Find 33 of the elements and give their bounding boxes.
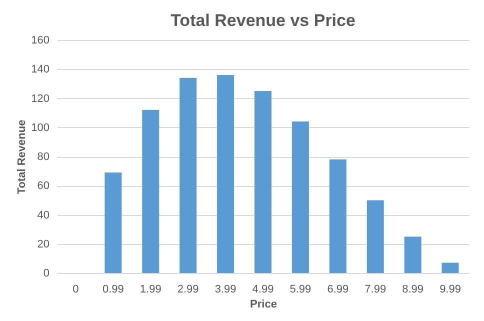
bar — [180, 78, 197, 273]
y-tick-label: 60 — [37, 180, 50, 192]
x-tick-label: 9.99 — [440, 284, 461, 296]
y-tick-label: 100 — [31, 122, 50, 134]
y-tick-label: 160 — [31, 34, 50, 46]
x-tick-label: 0 — [72, 284, 79, 296]
bar — [217, 74, 234, 273]
bar — [104, 172, 122, 273]
x-tick-label: 6.99 — [327, 284, 349, 296]
y-tick-label: 20 — [37, 238, 50, 250]
y-tick-label: 40 — [37, 209, 50, 222]
bar — [292, 122, 309, 273]
bar — [366, 200, 384, 273]
x-tick-label: 2.99 — [177, 284, 199, 296]
y-axis-title: Total Revenue — [16, 120, 28, 194]
y-tick-label: 140 — [31, 64, 50, 76]
y-tick-label: 80 — [37, 151, 50, 163]
bar — [329, 159, 346, 273]
x-tick-label: 8.99 — [402, 284, 424, 296]
x-tick-label: 7.99 — [364, 284, 386, 296]
bar — [404, 236, 422, 273]
x-tick-label: 3.99 — [214, 284, 236, 296]
y-tick-label: 0 — [43, 268, 50, 280]
bar — [254, 90, 272, 273]
chart-title: Total Revenue vs Price — [170, 11, 356, 30]
bar — [442, 262, 459, 273]
x-tick-label: 1.99 — [140, 284, 162, 296]
bar — [142, 110, 160, 273]
x-tick-label: 5.99 — [290, 284, 312, 296]
x-tick-label: 4.99 — [252, 284, 274, 296]
y-tick-label: 120 — [31, 92, 50, 105]
x-axis-title: Price — [250, 298, 277, 310]
x-tick-label: 0.99 — [102, 284, 124, 296]
